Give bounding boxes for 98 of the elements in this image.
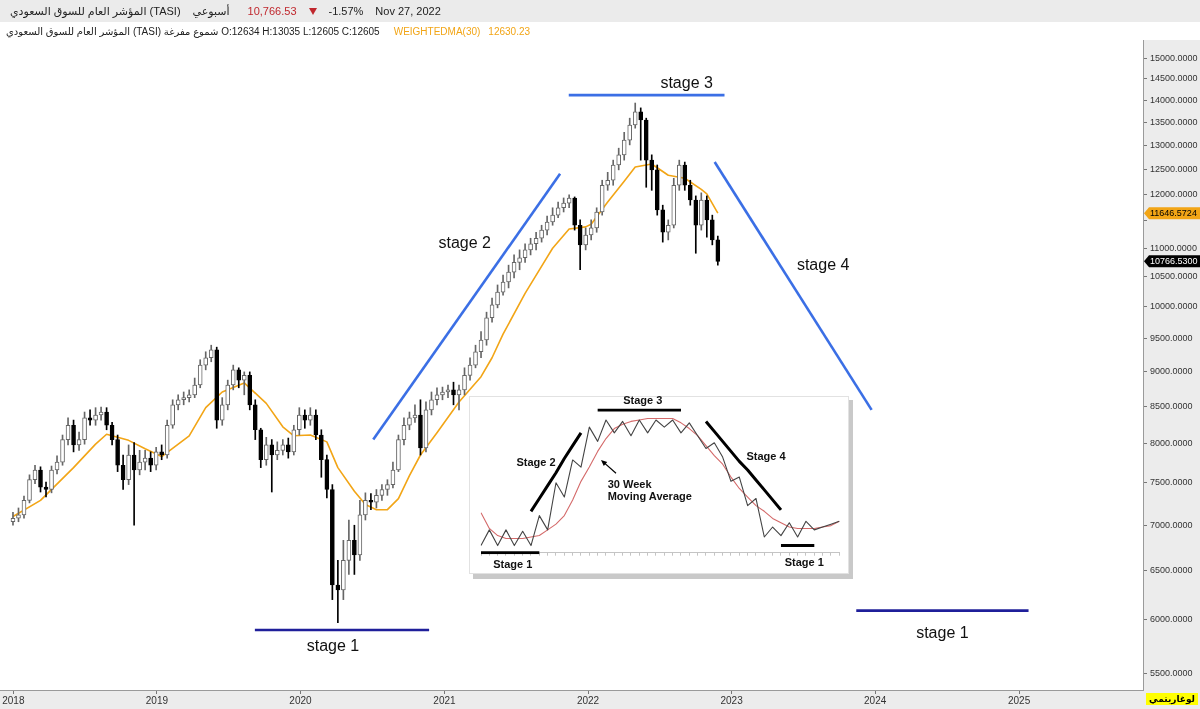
x-tick-label: 2025 xyxy=(1007,694,1031,706)
text: 10,766.53 xyxy=(247,5,297,17)
y-tick-label: 12000.0000 xyxy=(1150,189,1198,200)
candlestick xyxy=(60,434,65,466)
candlestick xyxy=(506,264,511,289)
series-label: stage 1 xyxy=(916,624,969,641)
series-label: Stage 2 xyxy=(516,456,556,469)
text: 11646.5724 xyxy=(1150,208,1197,219)
candlestick xyxy=(418,399,423,456)
candlestick xyxy=(407,411,412,431)
candlestick xyxy=(363,492,368,521)
candlestick xyxy=(93,407,98,426)
candlestick xyxy=(27,474,32,504)
candlestick xyxy=(572,196,577,231)
candlestick xyxy=(49,465,54,494)
candlestick xyxy=(181,391,187,406)
candlestick xyxy=(341,539,346,600)
y-tick-label: 7500.0000 xyxy=(1150,477,1193,488)
y-tick-label: 14000.0000 xyxy=(1150,94,1198,105)
series-label: stage 3 xyxy=(660,73,713,91)
x-tick-label: 2021 xyxy=(433,694,457,706)
candlestick xyxy=(374,489,379,509)
candlestick xyxy=(308,407,313,426)
candlestick xyxy=(495,284,500,309)
candlestick xyxy=(385,479,390,496)
candlestick xyxy=(539,224,544,243)
candlestick xyxy=(429,391,434,416)
candlestick xyxy=(352,524,357,575)
chart-title: المؤشر العام للسوق السعودي (TASI) xyxy=(10,4,181,18)
candlestick xyxy=(528,237,533,256)
candlestick xyxy=(38,466,43,493)
text: لوغاريتمي xyxy=(1149,694,1195,704)
candlestick xyxy=(473,344,478,369)
x-tick-label: 2018 xyxy=(2,694,25,706)
candlestick xyxy=(269,439,275,493)
series-label: stage 2 xyxy=(438,234,492,252)
x-tick-label: 2023 xyxy=(720,694,744,706)
candlestick xyxy=(709,214,715,246)
y-tick-label: 8000.0000 xyxy=(1150,437,1193,448)
candlestick xyxy=(594,207,599,233)
candlestick xyxy=(285,437,291,459)
y-tick-label: 8500.0000 xyxy=(1150,400,1193,411)
candlestick xyxy=(517,249,522,271)
text: Nov 27, 2022 xyxy=(375,5,441,17)
y-tick-label: 15000.0000 xyxy=(1150,52,1198,63)
y-tick-label: 13000.0000 xyxy=(1150,140,1198,151)
annotation: 30 Week Moving Average xyxy=(607,478,692,503)
x-tick-label: 2024 xyxy=(864,694,887,706)
candlestick xyxy=(638,107,644,161)
y-tick-label: 11000.0000 xyxy=(1150,242,1197,253)
series-label: stage 1 xyxy=(306,637,360,655)
candlestick xyxy=(451,381,456,406)
y-tick-label: 10000.0000 xyxy=(1150,301,1198,312)
series-label: Stage 1 xyxy=(493,558,533,571)
candlestick xyxy=(605,171,611,191)
candlestick xyxy=(126,444,131,485)
candlestick xyxy=(115,434,120,472)
candlestick xyxy=(71,419,76,453)
y-tick-label: 12500.0000 xyxy=(1150,164,1198,175)
text: أسبوعي xyxy=(192,4,230,18)
candlestick xyxy=(296,407,302,436)
x-tick-label: 2020 xyxy=(289,694,313,706)
series-label: Stage 1 xyxy=(784,556,824,569)
series-label: Stage 3 xyxy=(623,394,663,407)
x-tick-label: 2019 xyxy=(145,694,169,706)
candlestick xyxy=(396,434,401,472)
y-tick-label: 7000.0000 xyxy=(1150,519,1193,530)
candlestick xyxy=(484,311,489,346)
candlestick xyxy=(148,451,153,472)
candlestick xyxy=(241,371,247,396)
candlestick xyxy=(319,429,324,478)
y-tick-label: 10500.0000 xyxy=(1150,271,1198,282)
y-tick-label: 9000.0000 xyxy=(1150,365,1193,376)
y-tick-label: 6500.0000 xyxy=(1150,565,1193,576)
candlestick xyxy=(561,197,566,213)
y-tick-label: 9500.0000 xyxy=(1150,332,1193,343)
candlestick xyxy=(137,450,142,476)
candlestick xyxy=(330,484,335,600)
candlestick xyxy=(170,399,175,429)
candlestick xyxy=(550,207,555,226)
y-tick-label: 14500.0000 xyxy=(1150,73,1198,84)
candlestick xyxy=(583,227,588,251)
y-tick-label: 6000.0000 xyxy=(1150,614,1193,625)
candlestick xyxy=(368,493,374,511)
chart-subtitle: المؤشر العام للسوق السعودي (TASI) شموع مفرغة O:12634 H:13035 L:12605 C:12605 xyxy=(6,25,380,37)
candlestick xyxy=(82,411,87,445)
text: 10766.5300 xyxy=(1150,256,1198,267)
candlestick xyxy=(104,407,109,431)
candlestick xyxy=(16,507,21,523)
y-tick-label: 13500.0000 xyxy=(1150,117,1198,128)
candlestick xyxy=(462,367,467,396)
series-label: stage 4 xyxy=(796,256,850,274)
text: WEIGHTEDMA(30) xyxy=(393,25,481,37)
y-tick-label: 5500.0000 xyxy=(1150,667,1193,678)
series-label: Stage 4 xyxy=(746,450,787,463)
text: -1.57% xyxy=(328,5,364,17)
text: 12630.23 xyxy=(488,25,531,37)
x-tick-label: 2022 xyxy=(576,694,600,706)
